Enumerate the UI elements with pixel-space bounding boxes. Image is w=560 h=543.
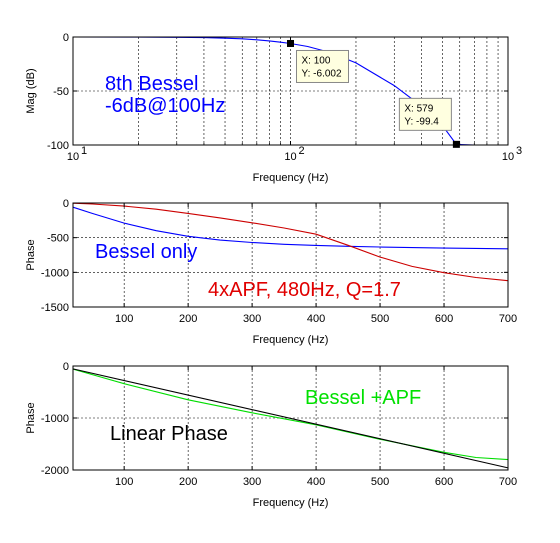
y-tick-label: 0 [63, 361, 69, 373]
datatip-box [296, 49, 349, 83]
annotation-text: -6dB@100Hz [105, 95, 225, 117]
x-tick-label: 200 [179, 313, 197, 325]
plot-3: 100 200 300 400 500 600 700 0 -1000 -2000 Frequenc… [25, 361, 517, 509]
x-tick-label: 300 [243, 313, 261, 325]
x-tick-label: 400 [307, 313, 325, 325]
series-line-1 [72, 206, 509, 250]
x-tick-label: 300 [243, 476, 261, 488]
x-tick-label: 200 [179, 476, 197, 488]
x-tick-label: 10 [284, 151, 296, 163]
x-tick-exponent: 1 [81, 145, 87, 157]
annotation-text: 8th Bessel [105, 73, 198, 95]
y-tick-label: -50 [53, 86, 69, 98]
x-tick-label: 500 [371, 476, 389, 488]
x-tick-label: 700 [499, 476, 517, 488]
annotation-text: 4xAPF, 480Hz, Q=1.7 [208, 279, 401, 301]
datatip-x: X: 100 [302, 55, 331, 66]
y-tick-label: -100 [47, 140, 69, 152]
datatip-marker [287, 39, 294, 47]
y-tick-label: -2000 [41, 465, 69, 477]
x-tick-label: 10 [67, 151, 79, 163]
annotation-text: Bessel +APF [305, 387, 421, 409]
x-axis-label: Frequency (Hz) [253, 497, 329, 509]
x-tick-label: 600 [435, 313, 453, 325]
x-tick-label: 100 [115, 313, 133, 325]
y-tick-label: 0 [63, 198, 69, 210]
y-axis-label: Phase [25, 402, 37, 433]
annotation-text: Linear Phase [110, 423, 228, 445]
y-tick-label: -500 [47, 233, 69, 245]
datatip-y: Y: -99.4 [404, 116, 439, 127]
x-tick-label: 100 [115, 476, 133, 488]
datatip-x: X: 579 [404, 103, 433, 114]
series-line-2 [72, 368, 509, 469]
x-tick-label: 700 [499, 313, 517, 325]
x-tick-label: 400 [307, 476, 325, 488]
y-tick-label: -1500 [41, 302, 69, 314]
y-tick-label: 0 [63, 32, 69, 44]
datatip-marker [452, 140, 460, 148]
plot-area [73, 203, 508, 307]
y-tick-label: -1000 [41, 413, 69, 425]
axes-frame [72, 202, 509, 308]
y-axis-label: Mag (dB) [25, 68, 37, 113]
series-line-1 [72, 368, 509, 461]
x-axis-label: Frequency (Hz) [253, 172, 329, 184]
x-axis-label: Frequency (Hz) [253, 334, 329, 346]
x-tick-exponent: 2 [299, 145, 305, 157]
x-tick-label: 500 [371, 313, 389, 325]
x-tick-label: 10 [502, 151, 514, 163]
y-tick-label: -1000 [41, 267, 69, 279]
series-line-2 [72, 202, 509, 282]
x-tick-label: 600 [435, 476, 453, 488]
x-tick-exponent: 3 [516, 145, 522, 157]
y-axis-label: Phase [25, 239, 37, 270]
datatip-box [398, 97, 452, 131]
datatip-y: Y: -6.002 [302, 68, 342, 79]
plot-2: 100 200 300 400 500 600 700 0 -500 -1000 -1500 Freq… [25, 198, 517, 346]
annotation-text: Bessel only [95, 241, 197, 263]
